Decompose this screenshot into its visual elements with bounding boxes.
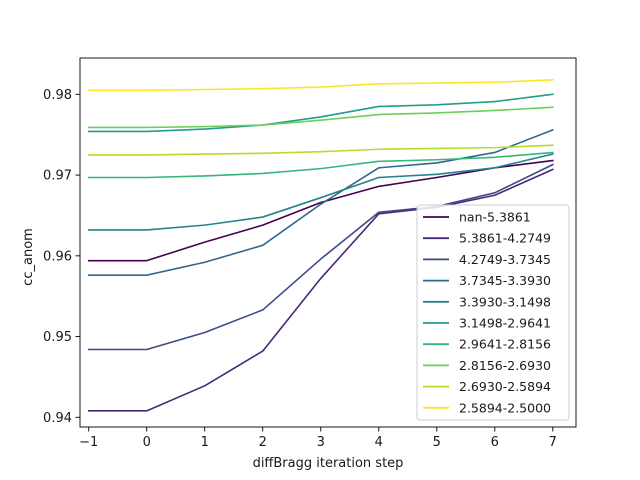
series-line-4 <box>87 153 554 231</box>
legend: nan-5.3861 5.3861-4.2749 4.2749-3.7345 3.73… <box>416 204 570 421</box>
y-tick-label: 0.94 <box>43 411 72 426</box>
x-tick-label: −1 <box>79 435 98 450</box>
x-tick-label: 0 <box>143 435 151 450</box>
y-axis-label: cc_anom <box>21 228 36 286</box>
legend-entry: nan-5.3861 <box>423 210 531 225</box>
x-tick-label: 2 <box>259 435 267 450</box>
legend-entry: 2.8156-2.6930 <box>423 358 551 373</box>
legend-entry: 3.1498-2.9641 <box>423 316 551 331</box>
legend-label: 3.3930-3.1498 <box>459 294 551 309</box>
series-line-1 <box>87 168 554 412</box>
legend-label: nan-5.3861 <box>459 210 531 225</box>
x-axis-label: diffBragg iteration step <box>253 456 404 471</box>
series-line-7 <box>87 106 554 129</box>
legend-frame <box>416 204 570 421</box>
legend-label: 5.3861-4.2749 <box>459 231 551 246</box>
legend-entry: 2.6930-2.5894 <box>423 379 551 394</box>
x-tick-label: 5 <box>433 435 441 450</box>
legend-label: 2.5894-2.5000 <box>459 400 551 415</box>
x-tick-label: 6 <box>491 435 499 450</box>
series-line-0 <box>87 159 554 262</box>
series-line-2 <box>87 163 554 351</box>
legend-label: 3.7345-3.3930 <box>459 273 551 288</box>
legend-label: 2.8156-2.6930 <box>459 358 551 373</box>
series-line-6 <box>87 151 554 179</box>
legend-label: 4.2749-3.7345 <box>459 252 551 267</box>
x-tick-label: 1 <box>201 435 209 450</box>
legend-entry: 3.3930-3.1498 <box>423 294 551 309</box>
x-tick-label: 7 <box>549 435 557 450</box>
legend-entry: 4.2749-3.7345 <box>423 252 551 267</box>
legend-label: 2.6930-2.5894 <box>459 379 551 394</box>
series-line-8 <box>87 144 554 156</box>
legend-label: 2.9641-2.8156 <box>459 337 551 352</box>
y-tick-label: 0.96 <box>43 249 72 264</box>
legend-entry: 2.9641-2.8156 <box>423 337 551 352</box>
series-line-5 <box>87 93 554 133</box>
x-tick-label: 3 <box>317 435 325 450</box>
legend-entry: 3.7345-3.3930 <box>423 273 551 288</box>
legend-entry: 5.3861-4.2749 <box>423 231 551 246</box>
legend-entry: 2.5894-2.5000 <box>423 400 551 415</box>
plot-frame <box>79 57 577 428</box>
y-tick-label: 0.97 <box>43 169 72 184</box>
x-tick-label: 4 <box>375 435 383 450</box>
y-tick-label: 0.95 <box>43 330 72 345</box>
legend-label: 3.1498-2.9641 <box>459 316 551 331</box>
y-tick-label: 0.98 <box>43 88 72 103</box>
x-axis-ticks: −1 0 1 2 3 4 5 6 7 <box>79 427 557 450</box>
series-line-3 <box>87 128 554 277</box>
series-line-9 <box>87 78 554 92</box>
y-axis-ticks: 0.94 0.95 0.96 0.97 0.98 <box>43 88 80 426</box>
